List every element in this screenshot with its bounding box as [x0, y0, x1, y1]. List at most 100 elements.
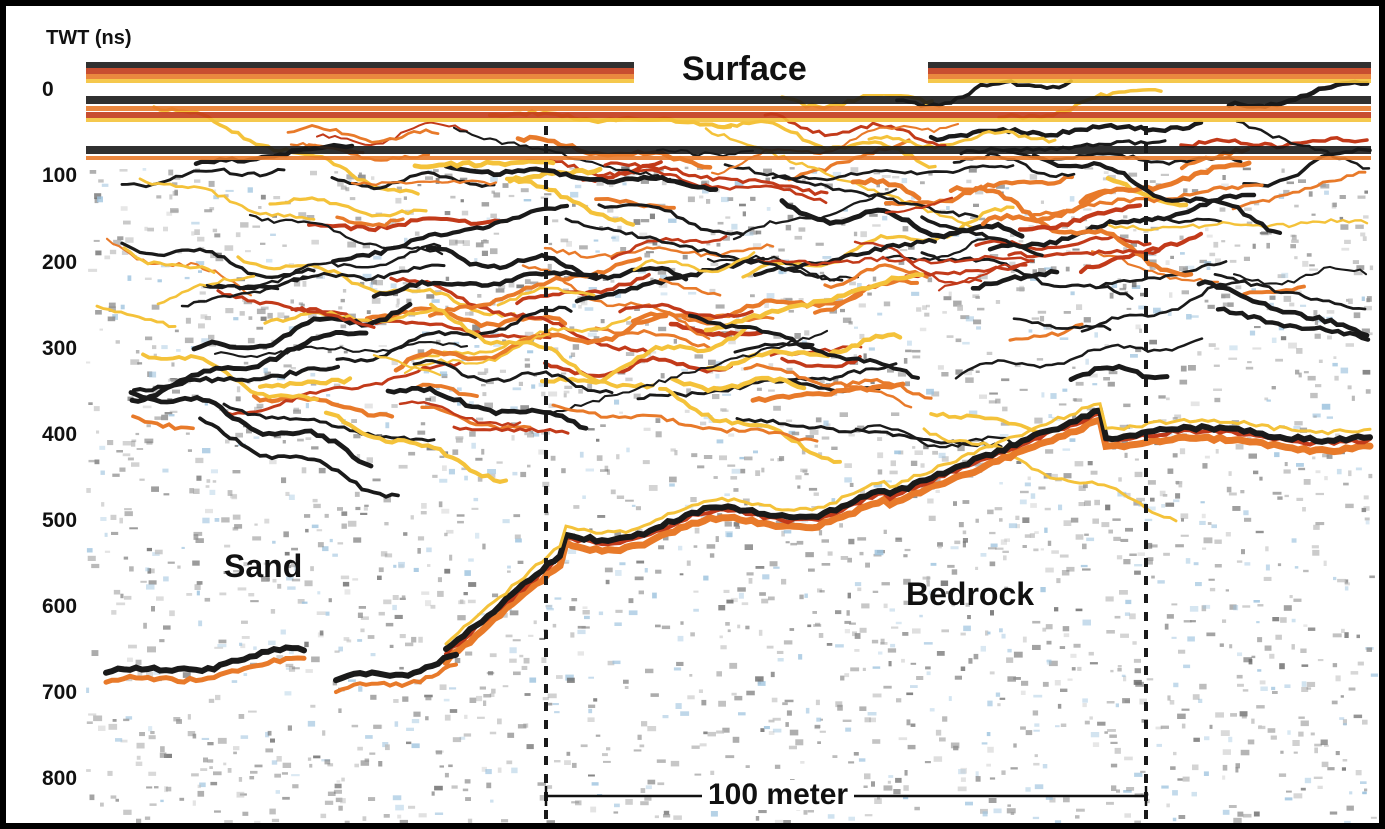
noise-speck: [731, 468, 741, 474]
noise-speck: [217, 737, 227, 744]
noise-speck: [1192, 764, 1199, 771]
noise-speck: [606, 747, 611, 751]
noise-speck: [1222, 619, 1227, 623]
noise-speck: [1058, 504, 1063, 511]
noise-speck: [219, 592, 227, 596]
scale-marker-dash: [544, 540, 548, 549]
noise-speck: [639, 744, 645, 748]
reflection-line: [1242, 147, 1372, 188]
noise-speck: [1040, 587, 1046, 593]
noise-speck: [270, 233, 276, 236]
noise-speck: [1253, 600, 1260, 603]
noise-speck: [1055, 725, 1060, 728]
noise-speck: [941, 456, 949, 462]
noise-speck: [247, 337, 255, 344]
noise-speck: [345, 187, 350, 192]
noise-speck: [1000, 422, 1010, 426]
noise-speck: [870, 380, 875, 384]
noise-speck: [887, 368, 894, 373]
noise-speck: [301, 467, 307, 474]
noise-speck: [844, 673, 850, 678]
noise-speck: [986, 763, 991, 767]
noise-speck: [893, 789, 901, 795]
noise-speck: [637, 270, 647, 274]
reflection-line: [750, 381, 906, 403]
noise-speck: [1302, 507, 1306, 512]
noise-speck: [1266, 242, 1270, 249]
noise-speck: [1284, 494, 1289, 498]
noise-speck: [334, 783, 342, 789]
noise-speck: [641, 721, 648, 727]
reflection-line: [286, 124, 440, 144]
noise-speck: [193, 534, 199, 540]
reflection-line: [335, 305, 573, 364]
noise-speck: [1082, 698, 1088, 703]
noise-speck: [763, 726, 770, 730]
reflection-line: [688, 313, 920, 380]
noise-speck: [552, 219, 559, 223]
noise-speck: [1027, 476, 1031, 481]
noise-speck: [1174, 414, 1182, 419]
noise-speck: [130, 359, 140, 365]
noise-speck: [1242, 605, 1251, 608]
noise-speck: [248, 316, 253, 320]
noise-speck: [860, 231, 867, 238]
noise-speck: [287, 725, 292, 731]
scale-marker-dash: [1144, 216, 1148, 225]
noise-speck: [742, 498, 750, 503]
scale-marker-dash: [1144, 126, 1148, 135]
noise-speck: [1355, 770, 1362, 776]
noise-speck: [1361, 296, 1365, 301]
noise-speck: [520, 188, 529, 193]
noise-speck: [723, 589, 730, 593]
noise-speck: [1272, 617, 1280, 622]
noise-speck: [1191, 189, 1199, 193]
noise-speck: [1057, 703, 1062, 709]
noise-speck: [362, 244, 370, 249]
noise-speck: [356, 454, 361, 460]
noise-speck: [1346, 298, 1350, 302]
noise-speck: [417, 184, 422, 187]
noise-speck: [995, 692, 1001, 697]
reflection-line: [735, 417, 1003, 449]
noise-speck: [775, 520, 783, 524]
noise-speck: [459, 177, 468, 180]
noise-speck: [684, 166, 689, 170]
noise-speck: [1117, 668, 1122, 672]
noise-speck: [1370, 673, 1378, 677]
noise-speck: [954, 675, 962, 680]
noise-speck: [747, 274, 753, 278]
noise-speck: [877, 312, 883, 316]
noise-speck: [258, 206, 262, 209]
noise-speck: [1264, 645, 1272, 651]
reflection-line: [929, 411, 1041, 435]
noise-speck: [1010, 812, 1015, 815]
noise-speck: [1243, 510, 1249, 516]
noise-speck: [507, 570, 511, 573]
noise-speck: [347, 520, 357, 527]
noise-speck: [647, 779, 656, 785]
noise-speck: [719, 455, 727, 461]
noise-speck: [362, 816, 367, 821]
noise-speck: [1215, 258, 1221, 264]
noise-speck: [1063, 633, 1070, 638]
noise-speck: [544, 702, 553, 706]
noise-speck: [154, 786, 159, 789]
noise-speck: [914, 450, 923, 455]
scale-marker-dash: [544, 198, 548, 207]
noise-speck: [401, 595, 406, 598]
noise-speck: [891, 412, 900, 416]
noise-speck: [528, 634, 534, 637]
noise-speck: [1084, 167, 1094, 170]
noise-speck: [185, 432, 190, 435]
noise-speck: [91, 650, 99, 656]
noise-speck: [1084, 720, 1090, 725]
noise-speck: [205, 485, 210, 488]
scale-marker-dash: [544, 666, 548, 675]
reflection-line: [307, 216, 509, 233]
noise-speck: [565, 674, 574, 681]
noise-speck: [233, 746, 240, 751]
noise-speck: [967, 615, 971, 620]
noise-speck: [457, 401, 461, 406]
noise-speck: [872, 276, 877, 282]
